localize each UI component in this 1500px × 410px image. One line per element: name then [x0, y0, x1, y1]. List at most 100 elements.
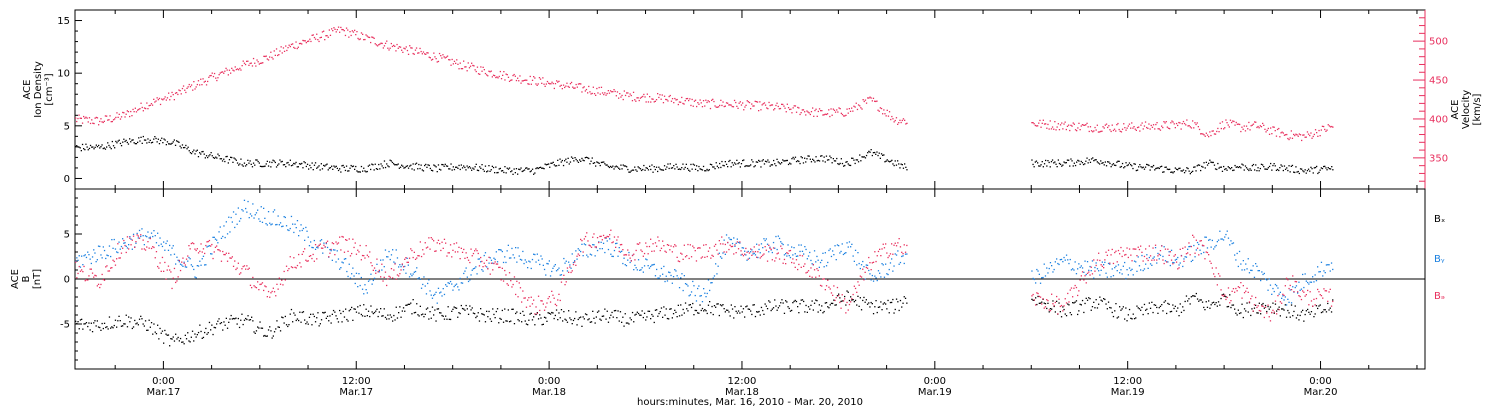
by-point [81, 255, 83, 257]
bx-point [736, 312, 738, 314]
bz-point [1149, 255, 1152, 257]
by-point [105, 257, 107, 260]
density-point [690, 163, 692, 166]
by-point [367, 280, 370, 282]
by-point [96, 259, 98, 261]
density-point [682, 163, 684, 165]
bz-point [255, 287, 258, 289]
bx-point [906, 302, 908, 304]
density-point [1133, 163, 1135, 165]
by-point [1229, 244, 1231, 246]
density-point [310, 167, 312, 169]
bx-point [495, 310, 497, 313]
by-point [699, 295, 701, 297]
velocity-point [1170, 122, 1172, 124]
velocity-point [443, 56, 445, 58]
velocity-point [510, 79, 512, 81]
velocity-point [522, 80, 524, 82]
velocity-point [138, 108, 140, 111]
bz-point [800, 266, 802, 268]
bz-point [1241, 297, 1243, 299]
velocity-point [846, 108, 848, 110]
density-point [1216, 168, 1218, 171]
density-point [415, 162, 418, 164]
bz-point [195, 249, 197, 252]
density-point [660, 169, 662, 171]
bz-point [1068, 301, 1070, 303]
velocity-point [1325, 130, 1327, 132]
bz-point [448, 252, 450, 254]
velocity-point [426, 52, 428, 54]
velocity-point [875, 100, 877, 103]
velocity-point [1084, 124, 1086, 126]
velocity-point [725, 102, 728, 104]
bz-point [858, 284, 860, 286]
velocity-point [366, 35, 368, 37]
bz-point [803, 265, 805, 267]
density-point [273, 160, 275, 162]
bx-point [264, 334, 266, 337]
density-point [190, 152, 193, 155]
by-point [559, 274, 561, 276]
density-point [613, 168, 615, 170]
bx-point [1081, 299, 1084, 302]
velocity-point [271, 56, 273, 59]
velocity-point [900, 121, 902, 124]
density-point [856, 159, 859, 161]
bz-point [857, 281, 859, 283]
by-point [100, 254, 102, 256]
by-point [123, 242, 125, 244]
bx-point [1208, 300, 1210, 302]
velocity-point [264, 55, 266, 58]
bz-point [489, 273, 491, 275]
by-point [230, 216, 232, 219]
bx-point [249, 319, 252, 321]
bx-point [1068, 304, 1070, 306]
bz-point [1175, 261, 1178, 263]
bz-point [1215, 267, 1217, 269]
density-point [654, 168, 656, 171]
bx-point [770, 309, 772, 312]
bx-point [184, 334, 186, 336]
bx-point [289, 313, 291, 315]
by-point [188, 256, 190, 259]
bx-point [785, 300, 787, 302]
density-point [891, 159, 893, 161]
by-point [1132, 274, 1134, 276]
bx-point [1052, 300, 1054, 302]
bz-point [753, 246, 755, 248]
bx-point [307, 323, 309, 325]
by-point [437, 287, 440, 289]
velocity-point [698, 103, 700, 105]
velocity-point [675, 99, 677, 101]
bz-point [1158, 253, 1160, 255]
bz-point [478, 265, 481, 267]
velocity-point [608, 92, 611, 94]
by-point [492, 262, 494, 264]
bz-point [310, 255, 312, 257]
density-point [763, 163, 766, 165]
by-point [290, 215, 293, 218]
velocity-point [836, 109, 838, 111]
bz-point [869, 262, 871, 264]
density-point [213, 157, 216, 159]
by-point [640, 269, 642, 271]
velocity-point [715, 106, 717, 108]
bz-point [1268, 316, 1270, 318]
by-point [1234, 254, 1236, 256]
by-point [835, 259, 837, 261]
bz-point [295, 267, 297, 269]
velocity-point [766, 107, 768, 109]
bx-point [222, 329, 224, 331]
velocity-point [240, 69, 242, 71]
bz-point [628, 254, 630, 256]
density-point [514, 172, 516, 174]
bx-point [680, 304, 682, 306]
by-point [1163, 246, 1165, 248]
bx-point [1137, 307, 1139, 309]
by-point [243, 199, 246, 201]
density-point [132, 139, 134, 141]
density-point [317, 166, 319, 168]
density-point [593, 162, 596, 164]
bx-point [589, 321, 591, 323]
